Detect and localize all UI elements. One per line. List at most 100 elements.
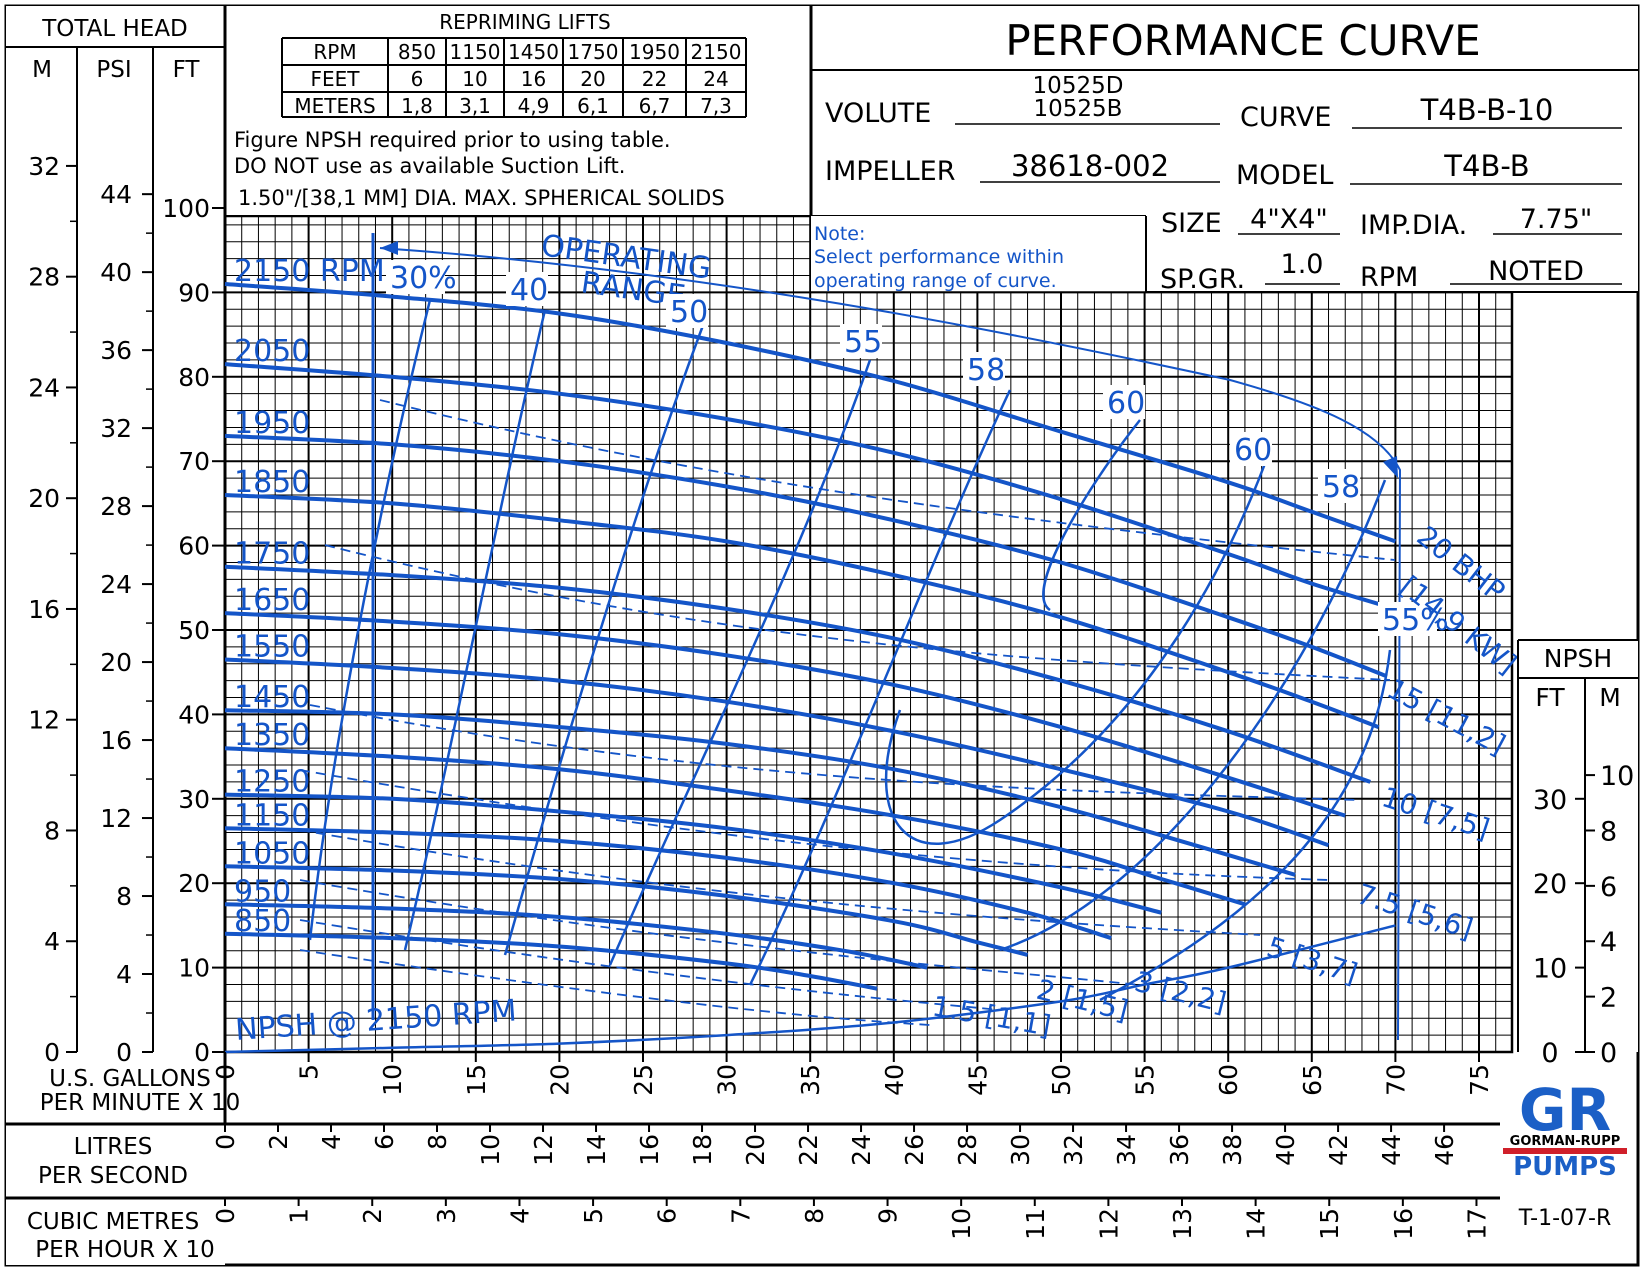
gpm-tick-label: 65 (1298, 1064, 1327, 1096)
repriming-cell: 1,8 (401, 94, 433, 118)
m-tick-label: 32 (28, 152, 60, 181)
lps-tick-label: 44 (1377, 1134, 1406, 1166)
gpm-tick-label: 10 (378, 1064, 407, 1096)
ft-tick-label: 0 (194, 1038, 210, 1067)
psi-tick-label: 28 (100, 492, 132, 521)
npsh-m-label: M (1599, 683, 1621, 712)
curve-value: T4B-B-10 (1420, 93, 1554, 127)
ft-tick-label: 10 (178, 954, 210, 983)
cmh-tick-label: 17 (1462, 1208, 1491, 1240)
size-label: SIZE (1161, 208, 1222, 239)
bhp-label: 7.5 [5,6] (1353, 877, 1477, 945)
spgr-value: 1.0 (1281, 249, 1324, 280)
bhp-curve (299, 879, 1141, 986)
rpm-label: 1750 (234, 537, 310, 572)
psi-tick-label: 32 (100, 414, 132, 443)
lps-tick-label: 18 (688, 1134, 717, 1166)
npsh-m-tick-label: 2 (1600, 983, 1617, 1014)
lps-tick-label: 16 (635, 1134, 664, 1166)
logo-pumps: PUMPS (1513, 1152, 1617, 1182)
efficiency-label-bg (506, 272, 548, 306)
cmh-tick-label: 3 (432, 1208, 461, 1224)
repriming-cell: 2150 (691, 40, 742, 64)
cmh-tick-label: 7 (726, 1208, 755, 1224)
npsh-m-tick-label: 8 (1600, 816, 1617, 847)
repriming-cell: 22 (642, 67, 667, 91)
lps-tick-label: 38 (1218, 1134, 1247, 1166)
cmh-tick-label: 14 (1242, 1208, 1271, 1240)
npsh-title: NPSH (1544, 644, 1612, 673)
ft-tick-label: 80 (178, 363, 210, 392)
head-curves: 2150 RPM 2050 1950 1850 1750 1650 1550 14501350… (224, 254, 1397, 1054)
gpm-tick-label: 40 (880, 1064, 909, 1096)
repriming-cell: 24 (703, 67, 728, 91)
cmh-tick-label: 11 (1021, 1208, 1050, 1240)
repriming-cell: 4,9 (518, 94, 550, 118)
rpm-label: 850 (234, 904, 291, 939)
gpm-tick-label: 50 (1047, 1064, 1076, 1096)
model-label: MODEL (1236, 160, 1333, 191)
rpm-label: 950 (234, 874, 291, 909)
cmh-axis-label-2: PER HOUR X 10 (35, 1237, 215, 1263)
ft-tick-label: 40 (178, 700, 210, 729)
cmh-tick-label: 13 (1168, 1208, 1197, 1240)
npsh-curve (224, 924, 1396, 1054)
lps-tick-label: 34 (1112, 1134, 1141, 1166)
repriming-cell: RPM (313, 40, 356, 64)
npsh-ft-tick-label: 20 (1533, 869, 1567, 900)
rpm-label: 1150 (234, 798, 310, 833)
gpm-tick-label: 70 (1381, 1064, 1410, 1096)
lps-tick-label: 24 (847, 1134, 876, 1166)
gpm-tick-label: 25 (629, 1064, 658, 1096)
ft-tick-label: 30 (178, 785, 210, 814)
lps-tick-label: 8 (423, 1134, 452, 1150)
rpm-label: 1950 (234, 406, 310, 441)
lps-tick-label: 30 (1006, 1134, 1035, 1166)
cmh-tick-label: 15 (1315, 1208, 1344, 1240)
psi-col-label: PSI (96, 57, 131, 83)
npsh-note-line1: Figure NPSH required prior to using tabl… (234, 128, 671, 152)
curve-label: CURVE (1240, 102, 1331, 133)
efficiency-label-bg (386, 260, 445, 294)
feet-col-label: FT (173, 57, 201, 83)
lps-tick-label: 26 (900, 1134, 929, 1166)
m-tick-label: 16 (28, 595, 60, 624)
efficiency-label-bg (963, 352, 1005, 386)
gpm-tick-label: 0 (211, 1064, 240, 1080)
efficiency-label: 60 (1107, 386, 1145, 421)
model-value: T4B-B (1443, 149, 1529, 183)
efficiency-label: 40 (510, 273, 548, 308)
repriming-cell: 16 (521, 67, 546, 91)
efficiency-label: 58 (967, 353, 1005, 388)
efficiency-label-bg (666, 294, 708, 328)
npsh-axis-ticks: 0 10 20 30 0 2 4 6 8 10 (1533, 761, 1635, 1069)
cmh-tick-label: 10 (947, 1208, 976, 1240)
note-line-1: Note: (814, 223, 865, 245)
volute-label: VOLUTE (825, 98, 931, 129)
repriming-title: REPRIMING LIFTS (439, 10, 610, 34)
psi-tick-label: 8 (116, 882, 132, 911)
lps-tick-label: 20 (741, 1134, 770, 1166)
npsh-ft-tick-label: 30 (1533, 785, 1567, 816)
repriming-cell: 6 (411, 67, 424, 91)
npsh-ft-tick-label: 10 (1533, 954, 1567, 985)
lps-tick-label: 12 (529, 1134, 558, 1166)
efficiency-label-bg (840, 324, 882, 358)
size-value: 4"X4" (1250, 204, 1328, 235)
ft-tick-label: 90 (178, 278, 210, 307)
rpm-label: RPM (1360, 262, 1418, 293)
head-curve (224, 493, 1380, 729)
lps-tick-label: 28 (953, 1134, 982, 1166)
efficiency-curve (608, 359, 872, 966)
cmh-tick-label: 6 (653, 1208, 682, 1224)
rpm-value: NOTED (1488, 256, 1584, 287)
efficiency-label: 55 (844, 325, 882, 360)
gpm-axis-label-2: PER MINUTE X 10 (40, 1090, 241, 1116)
lps-axis-label-2: PER SECOND (38, 1163, 188, 1189)
head-curve (224, 708, 1296, 877)
head-curve (224, 902, 928, 970)
repriming-cell: 3,1 (459, 94, 491, 118)
repriming-cell: 1450 (508, 40, 559, 64)
